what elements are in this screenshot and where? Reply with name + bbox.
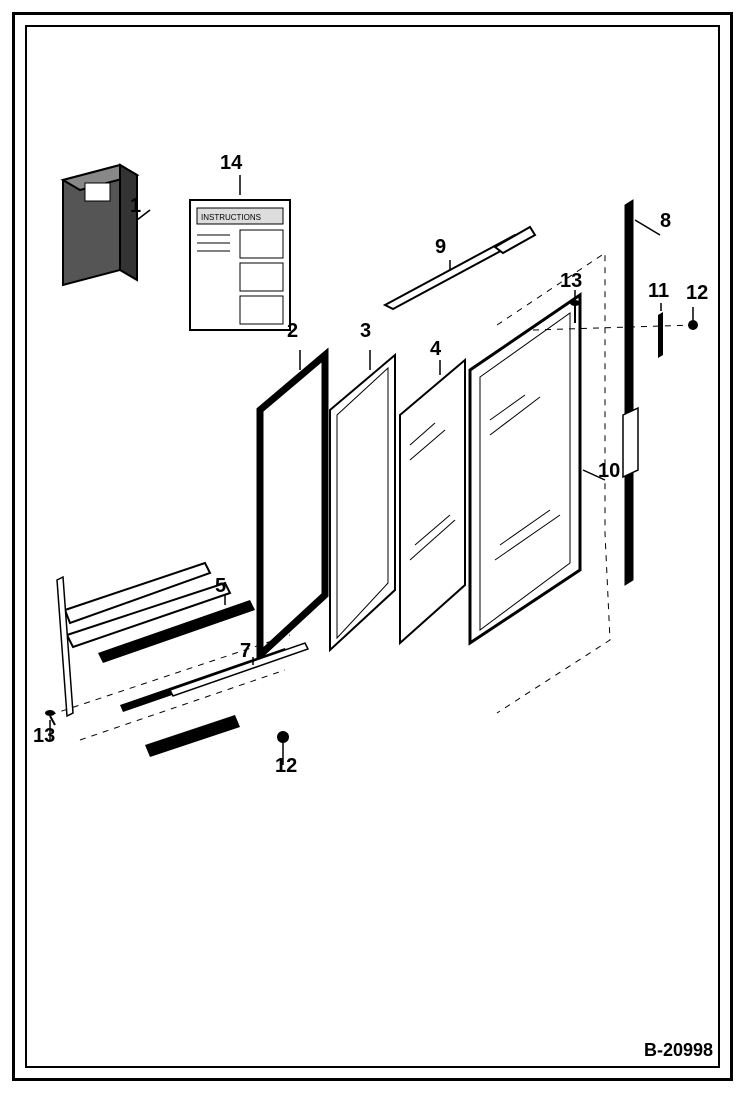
part-strip-left <box>57 577 73 716</box>
callout-5: 5 <box>215 575 226 598</box>
callout-11: 11 <box>648 280 669 303</box>
part-outer-window-10 <box>470 295 580 643</box>
callout-2: 2 <box>287 320 298 343</box>
part-inner-frame-3 <box>330 355 395 650</box>
part-fastener-12-bottom <box>277 731 289 743</box>
callout-14: 14 <box>220 152 242 175</box>
part-seal-frame-2 <box>260 355 325 655</box>
callout-7: 7 <box>240 640 251 663</box>
part-glass-4 <box>400 360 465 643</box>
part-strip-7 <box>170 643 308 696</box>
callout-13b: 13 <box>33 725 55 748</box>
part-instruction-sheet-14: INSTRUCTIONS <box>190 200 290 330</box>
part-top-rail-9 <box>385 227 535 309</box>
callout-1: 1 <box>130 195 141 218</box>
callout-9: 9 <box>435 236 446 259</box>
callout-4: 4 <box>430 338 441 361</box>
callout-8: 8 <box>660 210 671 233</box>
part-clip-11 <box>658 312 663 358</box>
exploded-diagram-svg: INSTRUCTIONS <box>25 25 720 1068</box>
part-bracket-left <box>65 563 230 647</box>
callout-3: 3 <box>360 320 371 343</box>
callout-12b: 12 <box>275 755 297 778</box>
drawing-number: B-20998 <box>644 1040 713 1061</box>
callout-10: 10 <box>598 460 620 483</box>
part-vertical-rail-8 <box>623 200 638 585</box>
svg-text:INSTRUCTIONS: INSTRUCTIONS <box>201 213 261 222</box>
callout-13: 13 <box>560 270 582 293</box>
callout-12: 12 <box>686 282 708 305</box>
part-box-1 <box>63 165 137 285</box>
